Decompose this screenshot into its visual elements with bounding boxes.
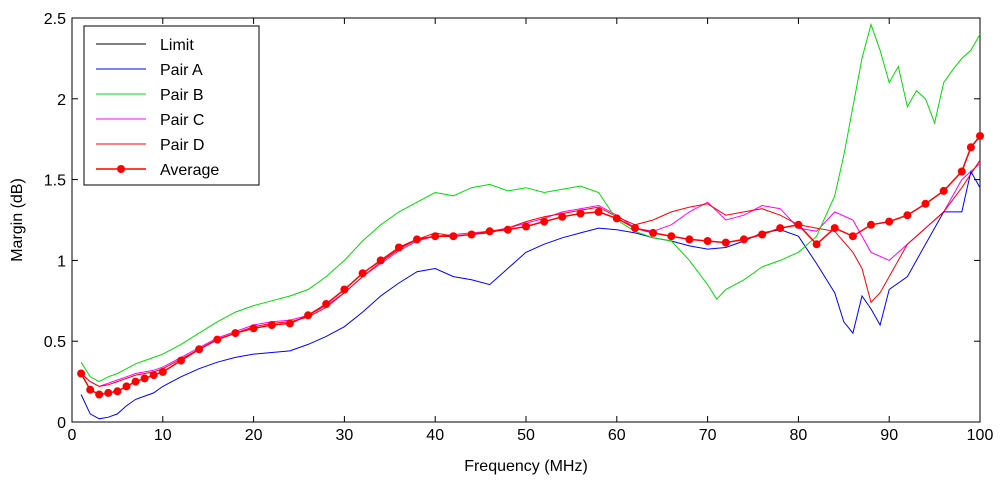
- data-point-average: [921, 199, 930, 208]
- x-tick-label: 60: [608, 427, 626, 444]
- data-point-average: [86, 385, 95, 394]
- data-point-average: [113, 387, 122, 396]
- data-point-average: [966, 143, 975, 152]
- data-point-average: [394, 243, 403, 252]
- data-point-average: [431, 232, 440, 241]
- data-point-average: [449, 232, 458, 241]
- legend-label-pair-c: Pair C: [160, 112, 204, 129]
- data-point-average: [540, 217, 549, 226]
- x-tick-label: 80: [790, 427, 808, 444]
- y-tick-label: 1: [57, 253, 66, 270]
- data-point-average: [885, 217, 894, 226]
- series-line-pair-a: [80, 170, 981, 420]
- x-axis-label: Frequency (MHz): [464, 458, 588, 475]
- data-point-average: [358, 269, 367, 278]
- data-point-average: [522, 222, 530, 231]
- legend-label-limit: Limit: [160, 37, 194, 54]
- data-point-average: [939, 186, 948, 195]
- data-point-average: [104, 388, 113, 397]
- x-tick-label: 10: [154, 427, 172, 444]
- x-tick-label: 20: [245, 427, 263, 444]
- data-point-average: [794, 220, 803, 229]
- data-point-average: [576, 209, 585, 218]
- legend-marker-average: [117, 165, 125, 173]
- data-point-average: [631, 224, 639, 233]
- data-point-average: [340, 285, 349, 294]
- legend-label-average: Average: [160, 162, 219, 179]
- x-tick-label: 70: [699, 427, 717, 444]
- data-point-average: [703, 237, 712, 245]
- x-tick-label: 100: [967, 427, 994, 444]
- legend-label-pair-d: Pair D: [160, 137, 204, 154]
- legend-box: [83, 25, 260, 186]
- x-tick-label: 0: [68, 427, 77, 444]
- data-point-average: [667, 232, 676, 241]
- legend-label-pair-a: Pair A: [160, 62, 203, 79]
- x-tick-label: 90: [880, 427, 898, 444]
- data-point-average: [77, 369, 86, 378]
- data-point-average: [649, 228, 658, 237]
- data-point-average: [231, 329, 240, 338]
- data-point-average: [976, 132, 984, 140]
- data-point-average: [95, 390, 104, 399]
- data-point-average: [776, 224, 785, 233]
- data-point-average: [304, 311, 313, 320]
- legend: Limit Pair A Pair B Pair C Pair D Average: [83, 25, 260, 186]
- x-tick-label: 30: [336, 427, 354, 444]
- data-point-average: [140, 374, 149, 383]
- data-point-average: [413, 235, 421, 244]
- data-point-average: [957, 167, 966, 176]
- data-point-average: [177, 356, 185, 365]
- data-point-average: [903, 211, 912, 220]
- data-point-average: [376, 256, 385, 265]
- data-point-average: [131, 377, 140, 386]
- data-point-average: [267, 321, 276, 329]
- x-tick-label: 40: [426, 427, 444, 444]
- data-point-average: [322, 300, 331, 308]
- data-point-average: [149, 371, 158, 380]
- data-point-average: [812, 240, 821, 249]
- data-point-average: [612, 214, 621, 223]
- data-point-average: [122, 382, 131, 391]
- axis-ticks: 0 10 20 30 40 50 60 70 80 90 100 0 0.5 1 1.5 2 2.5: [44, 11, 994, 444]
- data-point-average: [195, 345, 204, 354]
- data-point-average: [867, 220, 875, 229]
- x-tick-label: 50: [517, 427, 535, 444]
- data-point-average: [285, 319, 294, 328]
- data-point-average: [558, 212, 567, 221]
- y-tick-label: 0.5: [44, 334, 66, 351]
- data-point-average: [758, 230, 767, 239]
- y-tick-label: 2.5: [44, 11, 66, 28]
- data-point-average: [848, 232, 857, 241]
- legend-label-pair-b: Pair B: [160, 87, 204, 104]
- data-point-average: [249, 324, 258, 333]
- y-tick-label: 2: [57, 92, 66, 109]
- series-line-pair-b: [80, 22, 981, 383]
- data-point-average: [594, 207, 603, 216]
- data-point-average: [485, 227, 494, 236]
- data-point-average: [721, 238, 730, 247]
- data-point-average: [467, 230, 476, 239]
- data-point-average: [213, 335, 222, 344]
- data-point-average: [685, 235, 694, 244]
- data-point-average: [739, 235, 748, 244]
- y-axis-label: Margin (dB): [9, 178, 26, 262]
- y-tick-label: 0: [57, 415, 66, 432]
- data-point-average: [830, 224, 839, 233]
- data-point-average: [158, 367, 167, 376]
- y-tick-label: 1.5: [44, 173, 66, 190]
- series-layer: [77, 22, 984, 420]
- data-point-average: [503, 225, 512, 234]
